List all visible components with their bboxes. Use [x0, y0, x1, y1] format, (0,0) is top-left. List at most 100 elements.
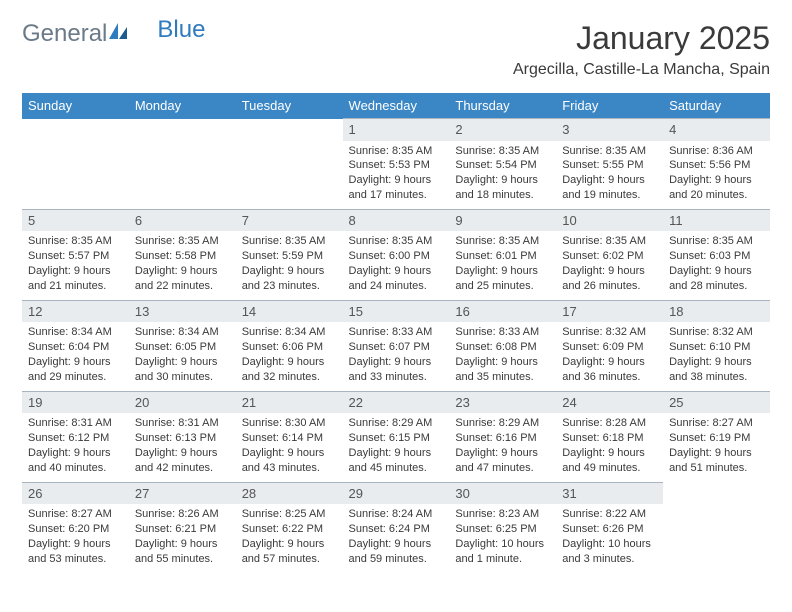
daylight-text: and 21 minutes.	[28, 279, 123, 294]
day-number: 27	[129, 483, 236, 505]
calendar-day-cell: 24Sunrise: 8:28 AMSunset: 6:18 PMDayligh…	[556, 391, 663, 482]
sunset-text: Sunset: 6:21 PM	[135, 522, 230, 537]
sunset-text: Sunset: 6:08 PM	[455, 340, 550, 355]
day-number: 25	[663, 392, 770, 414]
sunrise-text: Sunrise: 8:35 AM	[669, 234, 764, 249]
sunset-text: Sunset: 6:06 PM	[242, 340, 337, 355]
day-number: 10	[556, 210, 663, 232]
sunset-text: Sunset: 6:26 PM	[562, 522, 657, 537]
page-header: General Blue January 2025 Argecilla, Cas…	[22, 20, 770, 79]
daylight-text: Daylight: 9 hours	[28, 355, 123, 370]
daylight-text: and 59 minutes.	[349, 552, 444, 567]
daylight-text: Daylight: 10 hours	[455, 537, 550, 552]
daylight-text: and 26 minutes.	[562, 279, 657, 294]
day-number: 1	[343, 119, 450, 141]
sunset-text: Sunset: 5:57 PM	[28, 249, 123, 264]
month-title: January 2025	[513, 20, 770, 57]
daylight-text: and 18 minutes.	[455, 188, 550, 203]
weekday-header: Monday	[129, 93, 236, 119]
calendar-day-cell: 5Sunrise: 8:35 AMSunset: 5:57 PMDaylight…	[22, 209, 129, 300]
calendar-day-cell: 4Sunrise: 8:36 AMSunset: 5:56 PMDaylight…	[663, 119, 770, 210]
sunrise-text: Sunrise: 8:29 AM	[349, 416, 444, 431]
calendar-day-cell: 19Sunrise: 8:31 AMSunset: 6:12 PMDayligh…	[22, 391, 129, 482]
daylight-text: Daylight: 9 hours	[135, 264, 230, 279]
daylight-text: and 49 minutes.	[562, 461, 657, 476]
calendar-day-cell: 13Sunrise: 8:34 AMSunset: 6:05 PMDayligh…	[129, 300, 236, 391]
calendar-day-cell: 12Sunrise: 8:34 AMSunset: 6:04 PMDayligh…	[22, 300, 129, 391]
daylight-text: Daylight: 9 hours	[28, 446, 123, 461]
day-number: 19	[22, 392, 129, 414]
sunrise-text: Sunrise: 8:23 AM	[455, 507, 550, 522]
sunrise-text: Sunrise: 8:33 AM	[349, 325, 444, 340]
day-number: 22	[343, 392, 450, 414]
day-number: 31	[556, 483, 663, 505]
daylight-text: Daylight: 9 hours	[669, 355, 764, 370]
sunset-text: Sunset: 5:55 PM	[562, 158, 657, 173]
logo-text-blue: Blue	[157, 16, 205, 44]
daylight-text: Daylight: 9 hours	[669, 173, 764, 188]
sunrise-text: Sunrise: 8:32 AM	[669, 325, 764, 340]
calendar-day-cell: 29Sunrise: 8:24 AMSunset: 6:24 PMDayligh…	[343, 482, 450, 572]
weekday-header: Saturday	[663, 93, 770, 119]
calendar-week-row: 1Sunrise: 8:35 AMSunset: 5:53 PMDaylight…	[22, 119, 770, 210]
calendar-week-row: 19Sunrise: 8:31 AMSunset: 6:12 PMDayligh…	[22, 391, 770, 482]
sunrise-text: Sunrise: 8:30 AM	[242, 416, 337, 431]
daylight-text: and 45 minutes.	[349, 461, 444, 476]
daylight-text: and 51 minutes.	[669, 461, 764, 476]
sunrise-text: Sunrise: 8:25 AM	[242, 507, 337, 522]
daylight-text: and 30 minutes.	[135, 370, 230, 385]
daylight-text: and 53 minutes.	[28, 552, 123, 567]
sunset-text: Sunset: 6:05 PM	[135, 340, 230, 355]
calendar-day-cell	[129, 119, 236, 210]
calendar-table: Sunday Monday Tuesday Wednesday Thursday…	[22, 93, 770, 573]
calendar-day-cell: 27Sunrise: 8:26 AMSunset: 6:21 PMDayligh…	[129, 482, 236, 572]
sunrise-text: Sunrise: 8:33 AM	[455, 325, 550, 340]
logo-sail-icon	[107, 21, 129, 46]
calendar-day-cell: 2Sunrise: 8:35 AMSunset: 5:54 PMDaylight…	[449, 119, 556, 210]
daylight-text: and 40 minutes.	[28, 461, 123, 476]
calendar-day-cell: 8Sunrise: 8:35 AMSunset: 6:00 PMDaylight…	[343, 209, 450, 300]
daylight-text: Daylight: 9 hours	[669, 446, 764, 461]
day-number: 28	[236, 483, 343, 505]
calendar-day-cell	[663, 482, 770, 572]
weekday-header: Wednesday	[343, 93, 450, 119]
location-text: Argecilla, Castille-La Mancha, Spain	[513, 61, 770, 79]
calendar-day-cell: 10Sunrise: 8:35 AMSunset: 6:02 PMDayligh…	[556, 209, 663, 300]
calendar-week-row: 5Sunrise: 8:35 AMSunset: 5:57 PMDaylight…	[22, 209, 770, 300]
day-number: 15	[343, 301, 450, 323]
daylight-text: Daylight: 9 hours	[242, 537, 337, 552]
daylight-text: Daylight: 9 hours	[349, 355, 444, 370]
calendar-day-cell: 22Sunrise: 8:29 AMSunset: 6:15 PMDayligh…	[343, 391, 450, 482]
weekday-header: Tuesday	[236, 93, 343, 119]
day-number: 26	[22, 483, 129, 505]
daylight-text: and 25 minutes.	[455, 279, 550, 294]
daylight-text: Daylight: 9 hours	[455, 264, 550, 279]
sunrise-text: Sunrise: 8:27 AM	[669, 416, 764, 431]
sunrise-text: Sunrise: 8:34 AM	[135, 325, 230, 340]
daylight-text: Daylight: 10 hours	[562, 537, 657, 552]
day-number: 13	[129, 301, 236, 323]
daylight-text: and 23 minutes.	[242, 279, 337, 294]
daylight-text: Daylight: 9 hours	[349, 173, 444, 188]
daylight-text: Daylight: 9 hours	[562, 355, 657, 370]
daylight-text: and 1 minute.	[455, 552, 550, 567]
day-number: 2	[449, 119, 556, 141]
sunset-text: Sunset: 5:54 PM	[455, 158, 550, 173]
daylight-text: and 3 minutes.	[562, 552, 657, 567]
logo-text-general: General	[22, 20, 107, 48]
daylight-text: and 22 minutes.	[135, 279, 230, 294]
calendar-day-cell	[22, 119, 129, 210]
calendar-day-cell: 17Sunrise: 8:32 AMSunset: 6:09 PMDayligh…	[556, 300, 663, 391]
sunrise-text: Sunrise: 8:34 AM	[242, 325, 337, 340]
daylight-text: Daylight: 9 hours	[349, 264, 444, 279]
calendar-day-cell: 20Sunrise: 8:31 AMSunset: 6:13 PMDayligh…	[129, 391, 236, 482]
day-number: 24	[556, 392, 663, 414]
calendar-day-cell: 26Sunrise: 8:27 AMSunset: 6:20 PMDayligh…	[22, 482, 129, 572]
day-number: 16	[449, 301, 556, 323]
sunset-text: Sunset: 5:59 PM	[242, 249, 337, 264]
sunset-text: Sunset: 6:20 PM	[28, 522, 123, 537]
daylight-text: and 57 minutes.	[242, 552, 337, 567]
day-number: 7	[236, 210, 343, 232]
daylight-text: Daylight: 9 hours	[242, 264, 337, 279]
sunrise-text: Sunrise: 8:35 AM	[135, 234, 230, 249]
